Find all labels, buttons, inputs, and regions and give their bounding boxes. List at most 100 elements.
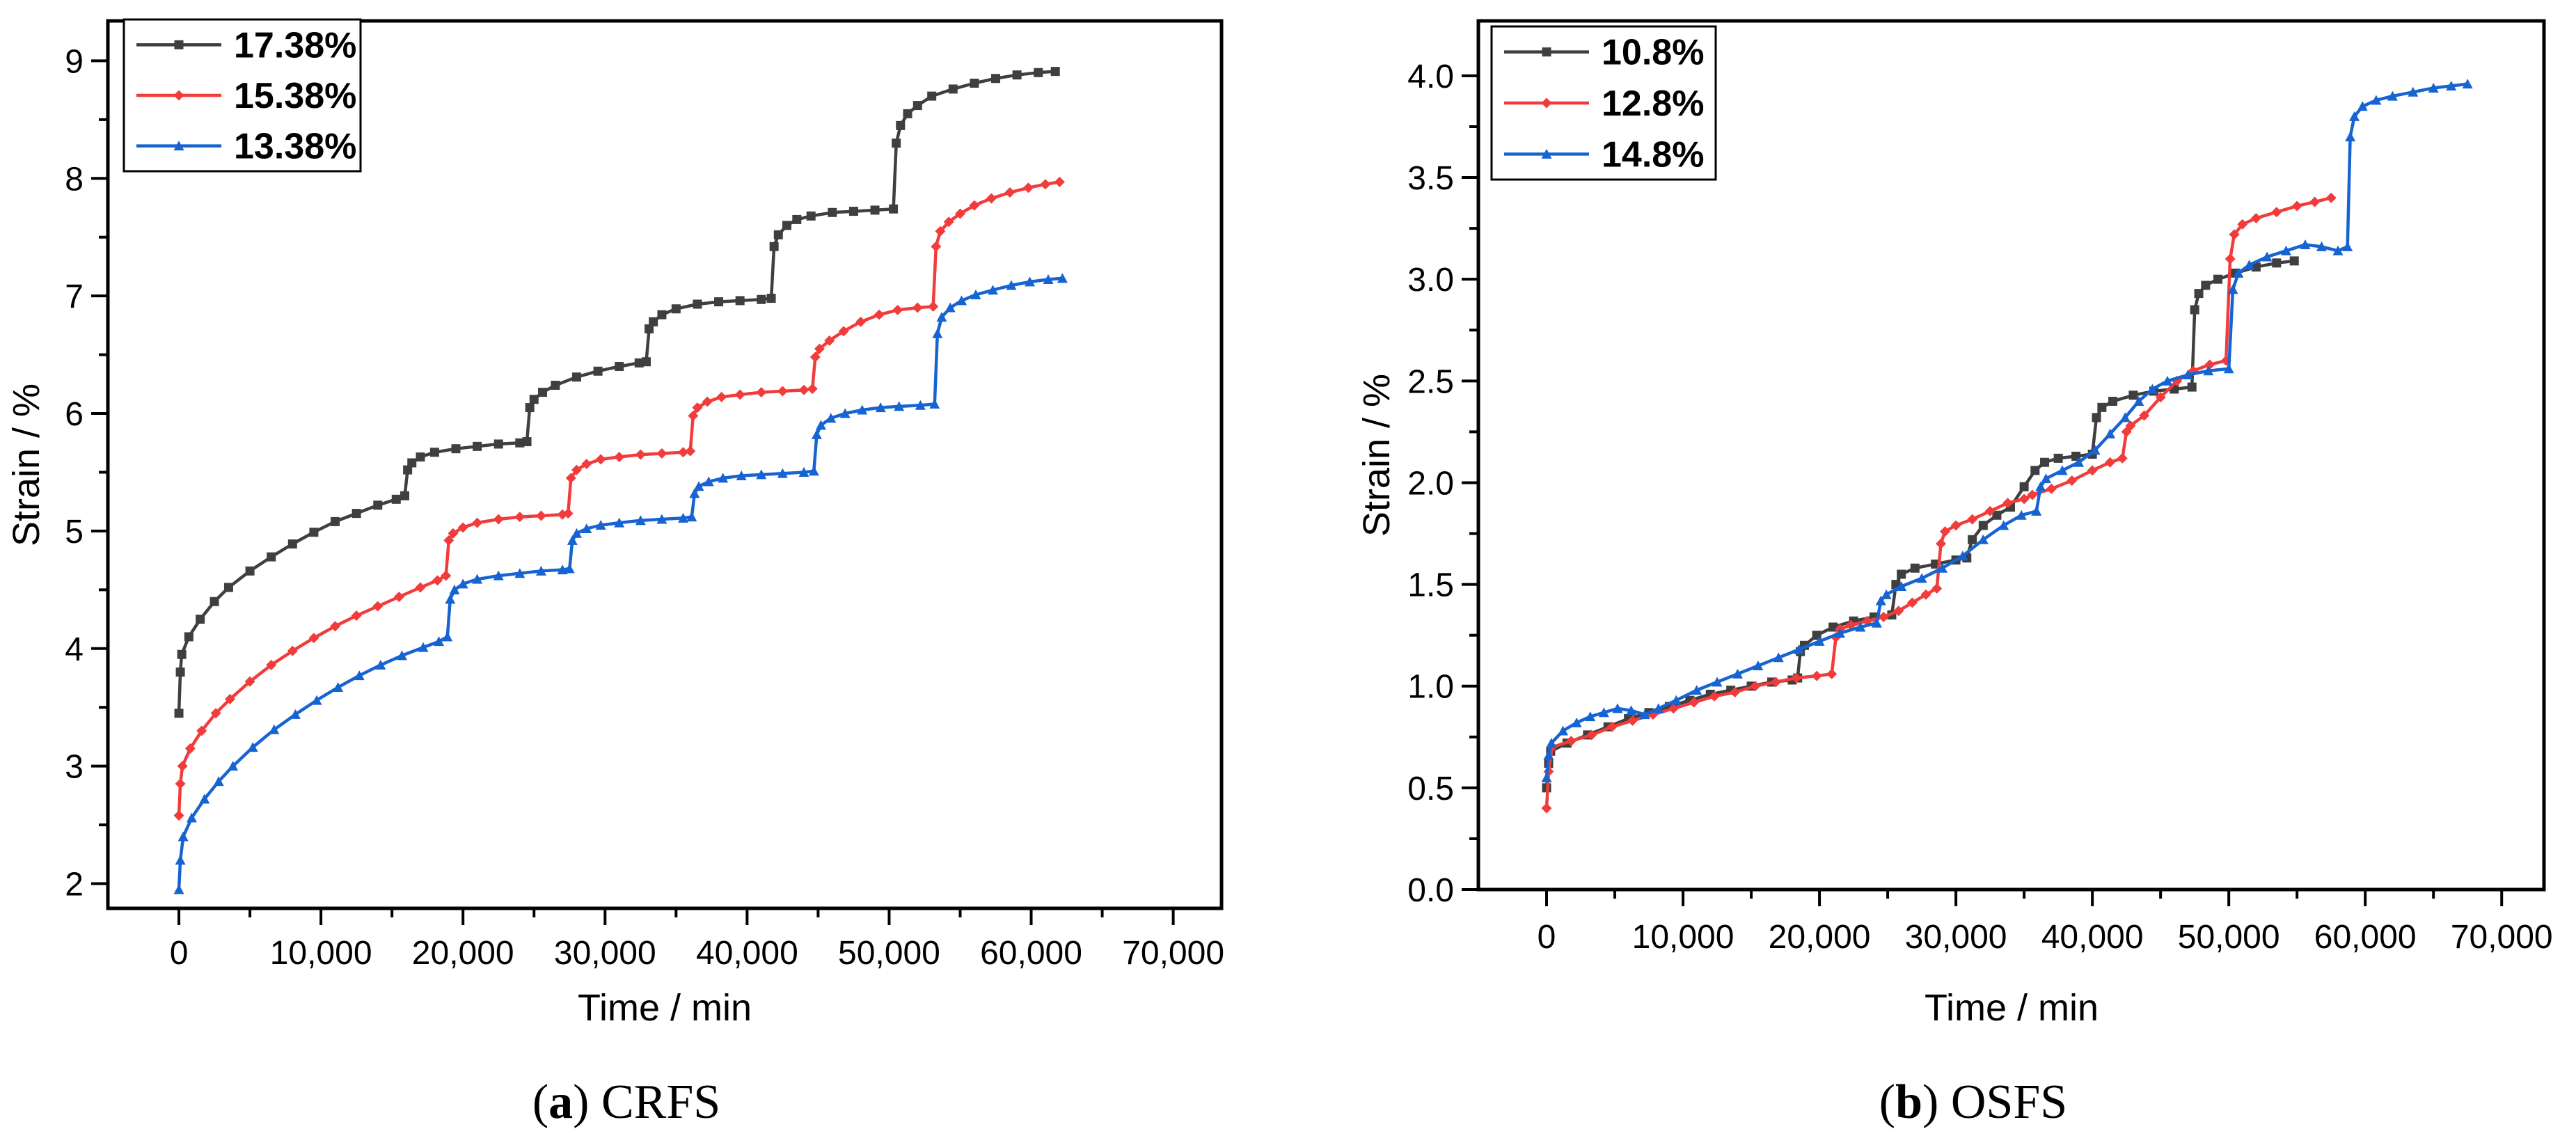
marker-diamond-icon <box>2105 457 2116 468</box>
marker-triangle-icon <box>442 631 453 642</box>
marker-triangle-icon <box>173 141 184 151</box>
marker-diamond-icon <box>2139 410 2150 421</box>
legend: 17.38% 15.38% 13.38% <box>123 18 362 173</box>
marker-square-icon <box>2128 390 2138 400</box>
x-tick-label: 40,000 <box>2041 919 2144 956</box>
marker-triangle-icon <box>354 670 365 681</box>
marker-square-icon <box>806 211 816 221</box>
marker-square-icon <box>1968 535 1977 544</box>
y-tick-label: 2 <box>65 867 84 903</box>
marker-square-icon <box>671 304 681 314</box>
marker-square-icon <box>331 516 340 526</box>
marker-triangle-icon <box>756 469 767 480</box>
marker-square-icon <box>403 465 413 475</box>
x-tick-label: 0 <box>1538 919 1556 956</box>
marker-diamond-icon <box>173 810 184 821</box>
marker-diamond-icon <box>1541 97 1552 109</box>
marker-triangle-icon <box>693 481 704 491</box>
marker-triangle-icon <box>247 742 258 752</box>
marker-diamond-icon <box>210 708 221 719</box>
marker-diamond-icon <box>330 621 341 632</box>
marker-diamond-icon <box>415 582 426 593</box>
marker-triangle-icon <box>2089 445 2101 455</box>
marker-triangle-icon <box>2261 251 2273 262</box>
marker-diamond-icon <box>1668 703 1679 714</box>
marker-diamond-icon <box>656 448 667 459</box>
marker-square-icon <box>2187 382 2197 392</box>
x-tick-label: 30,000 <box>1905 919 2007 956</box>
marker-square-icon <box>693 299 702 309</box>
y-tick-label: 5 <box>65 514 84 551</box>
marker-diamond-icon <box>892 304 903 315</box>
series-line <box>177 180 1061 817</box>
marker-triangle-icon <box>269 724 280 734</box>
marker-diamond-icon <box>493 514 504 525</box>
legend-label: 14.8% <box>1602 134 1704 175</box>
marker-diamond-icon <box>756 387 767 398</box>
marker-square-icon <box>1992 510 2002 520</box>
x-tick-label: 10,000 <box>1632 919 1735 956</box>
y-tick-label: 0.0 <box>1407 872 1454 909</box>
marker-diamond-icon <box>565 473 576 484</box>
marker-square-icon <box>773 230 783 239</box>
marker-triangle-icon <box>1753 661 1764 671</box>
panel-a-x-axis-title: Time / min <box>577 987 752 1029</box>
marker-triangle-icon <box>333 682 344 693</box>
marker-diamond-icon <box>2250 213 2261 224</box>
marker-triangle-icon <box>2371 95 2382 105</box>
marker-diamond-icon <box>814 343 825 354</box>
marker-triangle-icon <box>173 884 184 894</box>
legend-label: 10.8% <box>1602 33 1704 73</box>
marker-triangle-icon <box>2182 370 2193 380</box>
caption-b-letter: b <box>1895 1075 1923 1129</box>
marker-diamond-icon <box>1939 526 1950 537</box>
caption-a-close: ) <box>573 1075 601 1129</box>
marker-square-icon <box>792 214 802 224</box>
marker-square-icon <box>451 444 461 454</box>
marker-triangle-icon <box>1871 617 1882 628</box>
marker-diamond-icon <box>2291 200 2302 212</box>
marker-triangle-icon <box>375 659 386 670</box>
caption-a-letter: a <box>548 1075 574 1129</box>
marker-diamond-icon <box>2067 475 2078 487</box>
marker-diamond-icon <box>514 512 526 523</box>
marker-triangle-icon <box>2281 245 2292 255</box>
marker-triangle-icon <box>535 565 546 576</box>
marker-triangle-icon <box>1977 534 1989 544</box>
marker-triangle-icon <box>1024 276 1035 287</box>
marker-square-icon <box>267 552 276 562</box>
marker-triangle-icon <box>311 695 322 705</box>
marker-square-icon <box>2019 482 2029 491</box>
marker-diamond-icon <box>177 761 188 772</box>
marker-square-icon <box>174 709 184 718</box>
marker-triangle-icon <box>1670 695 1682 705</box>
marker-triangle-icon <box>2016 510 2027 520</box>
marker-square-icon <box>2030 466 2040 475</box>
marker-square-icon <box>309 528 319 537</box>
marker-triangle-icon <box>703 476 714 487</box>
caption-a-open: ( <box>532 1075 549 1129</box>
marker-triangle-icon <box>457 578 468 589</box>
marker-triangle-icon <box>2408 86 2419 97</box>
marker-triangle-icon <box>689 488 700 498</box>
marker-square-icon <box>769 242 779 251</box>
marker-triangle-icon <box>1916 573 1927 583</box>
marker-triangle-icon <box>1006 280 1017 290</box>
x-tick-label: 60,000 <box>980 935 1082 972</box>
marker-triangle-icon <box>2057 465 2068 475</box>
marker-triangle-icon <box>2162 375 2173 386</box>
series-17.38% <box>174 67 1060 718</box>
marker-triangle-icon <box>915 400 926 410</box>
marker-diamond-icon <box>562 508 574 519</box>
marker-triangle-icon <box>1875 595 1886 606</box>
marker-triangle-icon <box>811 429 822 439</box>
marker-triangle-icon <box>2031 505 2042 516</box>
series-14.8% <box>1541 79 2473 782</box>
marker-square-icon <box>529 395 539 404</box>
marker-triangle-icon <box>1541 148 1552 159</box>
marker-triangle-icon <box>929 399 940 409</box>
marker-diamond-icon <box>393 591 404 602</box>
marker-square-icon <box>2108 397 2118 406</box>
x-tick-label: 20,000 <box>412 935 514 972</box>
